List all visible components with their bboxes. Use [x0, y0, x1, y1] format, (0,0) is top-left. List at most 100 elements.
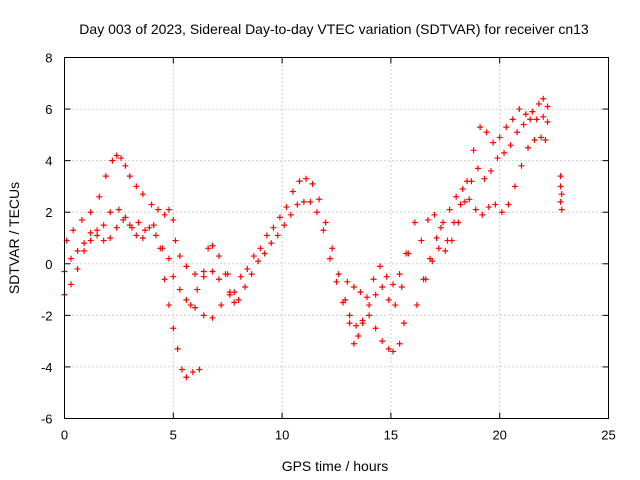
- data-point: [372, 291, 379, 298]
- data-point: [487, 167, 494, 174]
- data-point: [509, 116, 516, 123]
- data-point: [366, 312, 373, 319]
- series-track-f: [235, 198, 418, 329]
- data-point: [322, 219, 329, 226]
- series-track-e: [231, 175, 407, 355]
- data-point: [263, 232, 270, 239]
- series-track-b: [61, 216, 233, 321]
- data-point: [477, 124, 484, 131]
- data-point: [390, 281, 397, 288]
- data-point: [507, 142, 514, 149]
- data-point: [81, 240, 88, 247]
- y-tick-label: -6: [41, 412, 53, 427]
- data-point: [529, 108, 536, 115]
- data-point: [335, 271, 342, 278]
- y-tick-label: 8: [45, 51, 52, 66]
- data-point: [303, 175, 310, 182]
- data-point: [172, 237, 179, 244]
- data-point: [183, 374, 190, 381]
- data-point: [370, 276, 377, 283]
- data-point: [176, 253, 183, 260]
- data-point: [150, 222, 157, 229]
- data-point: [68, 281, 75, 288]
- data-point: [385, 345, 392, 352]
- data-point: [490, 139, 497, 146]
- data-point: [498, 209, 505, 216]
- data-point: [139, 191, 146, 198]
- data-point: [398, 283, 405, 290]
- data-point: [540, 95, 547, 102]
- data-point: [74, 265, 81, 272]
- data-point: [165, 302, 172, 309]
- data-point: [205, 245, 212, 252]
- data-point: [390, 348, 397, 355]
- x-tick-label: 10: [275, 428, 289, 443]
- data-point: [209, 242, 216, 249]
- data-point: [459, 186, 466, 193]
- data-point: [379, 338, 386, 345]
- data-point: [461, 198, 468, 205]
- data-point: [289, 188, 296, 195]
- data-point: [139, 235, 146, 241]
- data-point: [142, 227, 149, 234]
- data-point: [107, 209, 114, 216]
- data-point: [155, 206, 162, 213]
- data-point: [87, 209, 94, 216]
- data-point: [68, 255, 75, 262]
- data-point: [231, 289, 238, 296]
- data-point: [431, 211, 438, 218]
- data-point: [307, 198, 314, 205]
- data-point: [340, 299, 347, 306]
- data-point: [133, 232, 140, 239]
- data-point: [107, 235, 114, 241]
- data-point: [411, 219, 418, 226]
- data-point: [126, 173, 133, 180]
- data-point: [558, 206, 565, 213]
- data-point: [372, 325, 379, 332]
- data-point: [100, 237, 107, 244]
- data-point: [74, 247, 81, 254]
- data-point: [355, 332, 362, 339]
- data-point: [287, 211, 294, 218]
- data-point: [557, 183, 564, 190]
- y-axis-label: SDTVAR / TECUs: [6, 182, 22, 294]
- data-point: [200, 273, 207, 280]
- data-point: [520, 121, 527, 128]
- x-tick-label: 5: [170, 428, 177, 443]
- y-tick-label: 0: [45, 257, 52, 272]
- data-point: [363, 294, 370, 301]
- data-point: [422, 276, 429, 283]
- plot-frame: [64, 57, 609, 419]
- data-point: [196, 366, 203, 373]
- data-point: [102, 173, 109, 180]
- data-point: [183, 263, 190, 270]
- data-point: [400, 320, 407, 327]
- y-tick-label: -2: [41, 308, 53, 323]
- series-track-g: [344, 250, 410, 301]
- data-point: [242, 283, 249, 290]
- data-point: [309, 180, 316, 187]
- data-point: [503, 124, 510, 131]
- series-track-c: [61, 206, 203, 381]
- data-point: [396, 340, 403, 347]
- data-point: [192, 271, 199, 278]
- data-point: [414, 302, 421, 309]
- data-point: [152, 232, 159, 239]
- data-point: [250, 253, 257, 260]
- data-point: [542, 137, 549, 144]
- data-point: [359, 317, 366, 324]
- data-point: [157, 245, 164, 252]
- data-point: [403, 250, 410, 257]
- data-point: [329, 245, 336, 252]
- data-point: [170, 216, 177, 223]
- data-point: [442, 247, 449, 254]
- data-point: [128, 224, 135, 231]
- data-point: [385, 296, 392, 303]
- data-point: [161, 211, 168, 218]
- data-point: [200, 268, 207, 275]
- data-point: [392, 302, 399, 309]
- data-point: [113, 224, 120, 231]
- axis-ticks: 0 5 10 15 20 25 -6 -4 -2 0 2 4 6 8: [41, 51, 616, 443]
- x-tick-label: 20: [492, 428, 506, 443]
- data-point: [468, 178, 475, 185]
